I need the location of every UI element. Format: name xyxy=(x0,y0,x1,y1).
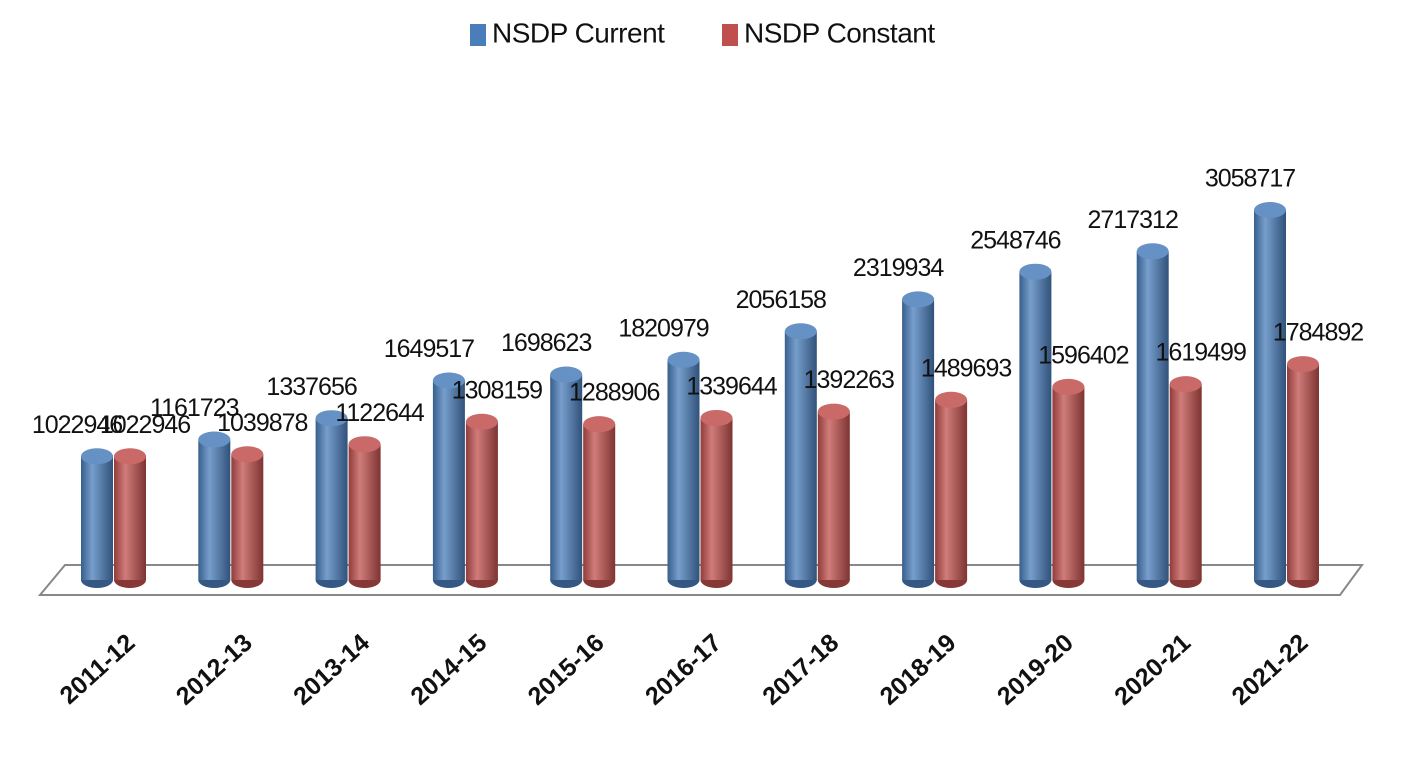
legend-swatch xyxy=(722,24,738,46)
value-label: 1596402 xyxy=(1038,341,1128,369)
plot xyxy=(81,202,1319,588)
x-tick-label: 2017-18 xyxy=(757,628,844,710)
value-label: 1649517 xyxy=(384,335,474,363)
value-label: 1022946 xyxy=(32,411,122,439)
bar xyxy=(667,359,700,580)
value-label: 1619499 xyxy=(1156,339,1246,367)
bar xyxy=(700,417,733,580)
value-label: 1161723 xyxy=(150,394,239,422)
bar-top xyxy=(583,416,616,433)
value-label: 1122644 xyxy=(335,399,425,427)
value-label: 1337656 xyxy=(266,373,356,401)
value-label: 1039878 xyxy=(217,409,307,437)
bar xyxy=(465,421,498,580)
value-label: 2056158 xyxy=(736,286,826,314)
x-tick-label: 2016-17 xyxy=(640,629,727,711)
bar-top xyxy=(1052,378,1085,395)
bar xyxy=(902,299,935,580)
value-label: 1392263 xyxy=(804,366,894,394)
value-label: 1339644 xyxy=(686,373,777,401)
legend: NSDP Current NSDP Constant xyxy=(470,17,936,48)
bar xyxy=(114,456,146,580)
bar xyxy=(1019,271,1052,580)
bar-top xyxy=(1254,202,1286,218)
bar-top xyxy=(198,431,231,448)
bar-top xyxy=(465,413,498,430)
bar-top xyxy=(784,323,817,340)
x-tick-label: 2011-12 xyxy=(55,629,141,710)
legend-label: NSDP Current xyxy=(492,17,665,48)
bar-top xyxy=(81,448,113,465)
bar-top xyxy=(348,436,381,453)
legend-label: NSDP Constant xyxy=(744,17,935,48)
x-tick-label: 2021-22 xyxy=(1227,629,1314,711)
bar xyxy=(81,456,113,580)
bar-top xyxy=(817,403,850,420)
value-label: 2319934 xyxy=(853,254,944,282)
value-label: 2717312 xyxy=(1088,206,1178,234)
x-tick-label: 2014-15 xyxy=(405,628,492,710)
x-tick-label: 2015-16 xyxy=(523,629,610,711)
bar xyxy=(1052,386,1085,580)
bar-top xyxy=(231,446,264,463)
bar-top xyxy=(1136,243,1169,260)
value-label: 2548746 xyxy=(970,226,1060,254)
x-tick-label: 2012-13 xyxy=(171,629,258,711)
bar xyxy=(315,418,348,580)
value-label: 3058717 xyxy=(1205,165,1295,193)
bar xyxy=(817,411,850,580)
value-label: 1308159 xyxy=(452,376,542,404)
value-label: 1288906 xyxy=(569,379,659,407)
bar xyxy=(784,331,817,580)
bar xyxy=(1287,364,1319,580)
bar xyxy=(935,399,968,580)
bar-top xyxy=(432,372,465,389)
bar-top xyxy=(1169,376,1202,393)
value-label: 1784892 xyxy=(1273,319,1363,347)
bar xyxy=(1136,251,1169,580)
bar xyxy=(1169,384,1202,580)
value-label: 1489693 xyxy=(921,354,1011,382)
bar xyxy=(550,374,583,580)
x-tick-label: 2019-20 xyxy=(992,629,1079,711)
bar-top xyxy=(1019,263,1052,280)
bar xyxy=(198,439,231,580)
bar-top xyxy=(315,410,348,427)
bar-top xyxy=(114,448,146,465)
bar-top xyxy=(700,409,733,426)
x-tick-label: 2020-21 xyxy=(1109,628,1196,710)
x-tick-label: 2013-14 xyxy=(288,628,375,710)
value-label: 1698623 xyxy=(501,329,591,357)
bar xyxy=(583,424,616,580)
bar-top xyxy=(1287,356,1319,373)
legend-swatch xyxy=(470,24,486,46)
x-tick-label: 2018-19 xyxy=(875,629,962,711)
bar-top xyxy=(550,366,583,383)
bar-top xyxy=(667,351,700,368)
value-label: 1820979 xyxy=(618,314,708,342)
bar xyxy=(348,444,381,580)
bar xyxy=(1254,210,1286,580)
value-label: 1022946 xyxy=(100,411,190,439)
bar xyxy=(432,380,465,580)
bar xyxy=(231,454,264,580)
bar-top xyxy=(935,391,968,408)
bar-top xyxy=(902,291,935,308)
